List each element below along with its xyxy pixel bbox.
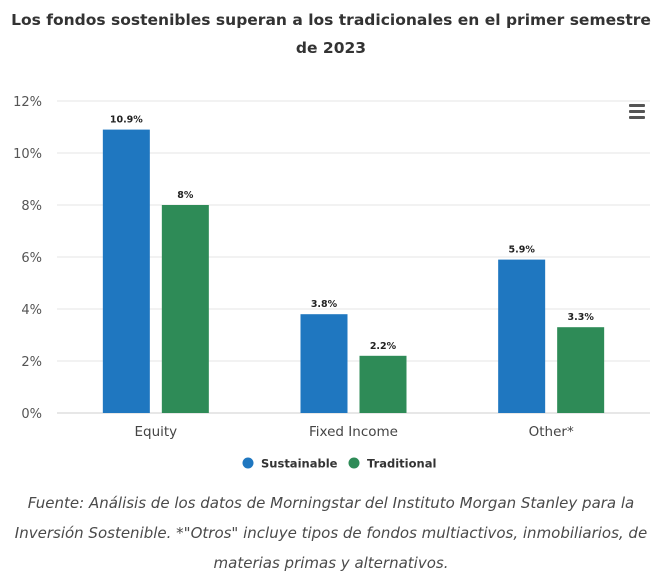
legend-marker[interactable] [242, 457, 254, 469]
bar-traditional[interactable] [359, 355, 407, 413]
data-label: 5.9% [508, 245, 535, 256]
data-label: 8% [177, 190, 194, 201]
bar-sustainable[interactable] [300, 314, 348, 413]
x-tick-label: Other* [529, 424, 574, 440]
y-tick-label: 4% [21, 303, 42, 318]
bar-sustainable[interactable] [102, 129, 150, 413]
chart-title: Los fondos sostenibles superan a los tra… [11, 11, 651, 57]
y-tick-label: 12% [13, 95, 42, 110]
data-label: 3.3% [567, 312, 594, 323]
legend-label[interactable]: Sustainable [261, 457, 338, 471]
y-tick-label: 0% [21, 407, 42, 422]
legend-marker[interactable] [348, 457, 360, 469]
data-label: 10.9% [110, 115, 143, 126]
hamburger-menu-icon[interactable] [624, 101, 650, 121]
bar-sustainable[interactable] [498, 259, 546, 413]
x-tick-label: Fixed Income [309, 424, 398, 440]
source-caption: Fuente: Análisis de los datos de Morning… [14, 494, 648, 572]
y-tick-label: 2% [21, 355, 42, 370]
y-tick-label: 10% [13, 147, 42, 162]
bar-chart: 0% 2% 4% 6% 8% 10% 12% 10.9% 8% Equity 3.8% 2.2% Fix… [13, 95, 650, 471]
bar-traditional[interactable] [557, 327, 605, 413]
bar-traditional[interactable] [161, 205, 209, 413]
y-tick-label: 8% [21, 199, 42, 214]
data-label: 2.2% [370, 341, 397, 352]
data-label: 3.8% [311, 299, 338, 310]
legend-label[interactable]: Traditional [367, 457, 436, 471]
y-tick-label: 6% [21, 251, 42, 266]
x-tick-label: Equity [134, 424, 177, 440]
